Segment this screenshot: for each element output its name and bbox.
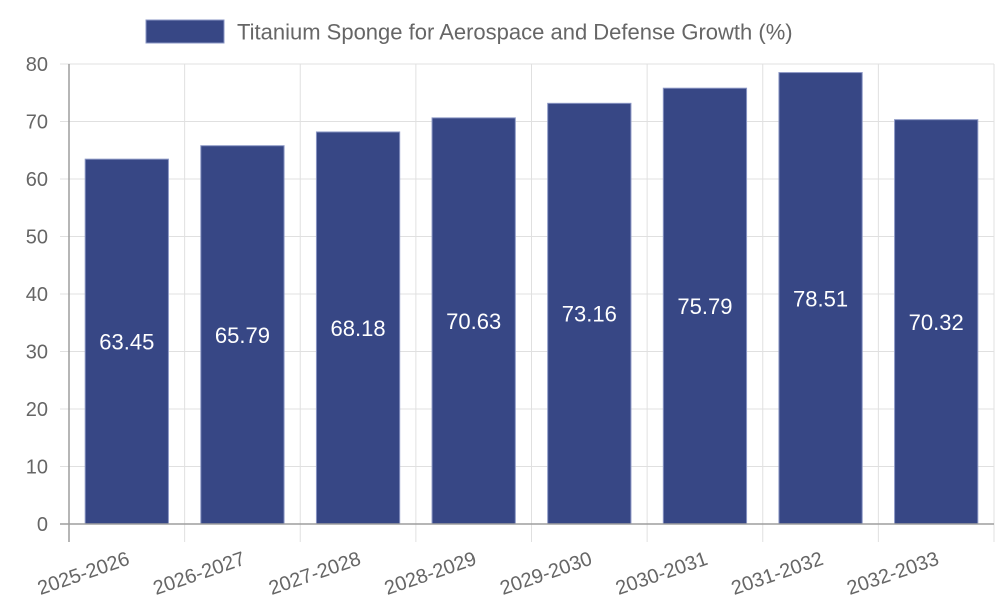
y-tick-label: 0	[37, 514, 48, 536]
bar	[431, 117, 516, 525]
legend-swatch[interactable]	[145, 19, 225, 44]
data-label: 73.16	[562, 302, 617, 327]
x-tick-label: 2027-2028	[266, 548, 364, 600]
bar	[547, 102, 632, 525]
x-tick-label: 2025-2026	[35, 548, 133, 600]
data-label: 65.79	[215, 323, 270, 348]
bar	[200, 145, 285, 525]
x-tick-label: 2030-2031	[613, 548, 711, 600]
data-label: 75.79	[677, 294, 732, 319]
y-tick-label: 20	[26, 399, 48, 421]
bar	[84, 158, 169, 525]
bar	[315, 131, 401, 525]
y-tick-label: 70	[26, 112, 48, 134]
x-tick-label: 2029-2030	[497, 548, 595, 600]
axes	[60, 64, 994, 542]
bar	[894, 119, 979, 525]
y-tick-label: 80	[26, 54, 48, 76]
y-tick-label: 50	[26, 227, 48, 249]
x-tick-label: 2031-2032	[729, 548, 827, 600]
y-tick-label: 10	[26, 457, 48, 479]
y-axis-ticks: 0 10 20 30 40 50 60 70 80	[26, 54, 48, 536]
x-tick-label: 2032-2033	[844, 548, 942, 600]
data-labels: 63.45 65.79 68.18 70.63 73.16 75.79 78.51 70.32	[99, 286, 963, 354]
bar	[778, 72, 863, 525]
y-tick-label: 30	[26, 342, 48, 364]
legend-label[interactable]: Titanium Sponge for Aerospace and Defens…	[237, 20, 793, 45]
y-tick-label: 60	[26, 169, 48, 191]
legend[interactable]: Titanium Sponge for Aerospace and Defens…	[145, 19, 793, 45]
data-label: 63.45	[99, 330, 154, 355]
x-tick-label: 2026-2027	[150, 548, 248, 600]
bars-group	[84, 72, 979, 525]
x-axis-ticks: 2025-2026 2026-2027 2027-2028 2028-2029 2029…	[35, 548, 942, 600]
data-label: 78.51	[793, 286, 848, 311]
bar	[662, 87, 748, 525]
x-tick-label: 2028-2029	[382, 548, 480, 600]
data-label: 68.18	[331, 316, 386, 341]
data-label: 70.63	[446, 309, 501, 334]
y-tick-label: 40	[26, 284, 48, 306]
data-label: 70.32	[909, 310, 964, 335]
